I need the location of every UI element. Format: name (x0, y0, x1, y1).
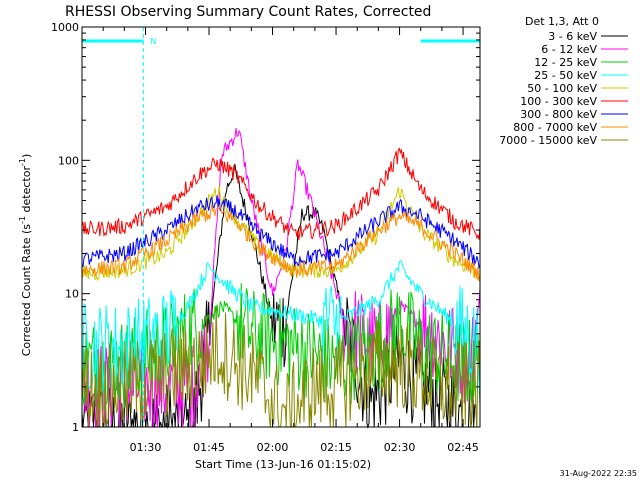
axes: 1 10 100 1000 01:30 01:45 02:00 02:15 02:30 02:45 (51, 21, 481, 454)
flag-label-0: N (150, 37, 156, 46)
x-tick-label: 02:00 (257, 441, 289, 454)
legend-label-5: 100 - 300 keV (520, 95, 597, 108)
x-axis-label: Start Time (13-Jun-16 01:15:02) (195, 458, 371, 471)
y-tick-label: 1000 (51, 21, 79, 34)
chart-title: RHESSI Observing Summary Count Rates, Co… (65, 4, 431, 20)
series-line-3 (81, 260, 481, 394)
x-tick-label: 02:15 (320, 441, 352, 454)
y-axis-label-sup2: -1 (18, 158, 27, 166)
legend-label-8: 7000 - 15000 keV (499, 134, 597, 147)
plot-frame (81, 26, 481, 428)
series-line-2 (81, 283, 481, 412)
legend-label-0: 3 - 6 keV (548, 30, 597, 43)
x-tick-label: 01:45 (193, 441, 225, 454)
y-axis-label-mid: detector (20, 166, 33, 216)
y-tick-label: 10 (65, 288, 79, 301)
legend-label-1: 6 - 12 keV (541, 43, 597, 56)
x-tick-label: 02:45 (447, 441, 479, 454)
y-tick-label: 100 (58, 154, 79, 167)
legend-label-2: 12 - 25 keV (534, 56, 597, 69)
y-axis-label-end: ) (20, 154, 33, 158)
x-tick-label: 01:30 (130, 441, 162, 454)
legend-label-7: 800 - 7000 keV (513, 121, 597, 134)
series-line-8 (81, 306, 481, 428)
x-tick-label: 02:30 (384, 441, 416, 454)
y-tick-label: 1 (72, 421, 79, 434)
plot-area: N (81, 27, 481, 429)
y-axis-label: Corrected Count Rate (s-1 detector-1) (18, 154, 33, 357)
legend-title: Det 1,3, Att 0 (525, 15, 599, 28)
series-line-4 (81, 185, 481, 281)
legend-label-3: 25 - 50 keV (534, 69, 597, 82)
series-line-6 (81, 195, 481, 269)
series-line-5 (81, 147, 481, 241)
footer-date: 31-Aug-2022 22:35 (560, 469, 637, 478)
y-axis-label-sup1: -1 (18, 216, 27, 224)
legend-label-6: 300 - 800 keV (520, 108, 597, 121)
legend-label-4: 50 - 100 keV (527, 82, 597, 95)
y-axis-label-main: Corrected Count Rate (s (20, 224, 33, 357)
series-line-7 (81, 204, 481, 282)
